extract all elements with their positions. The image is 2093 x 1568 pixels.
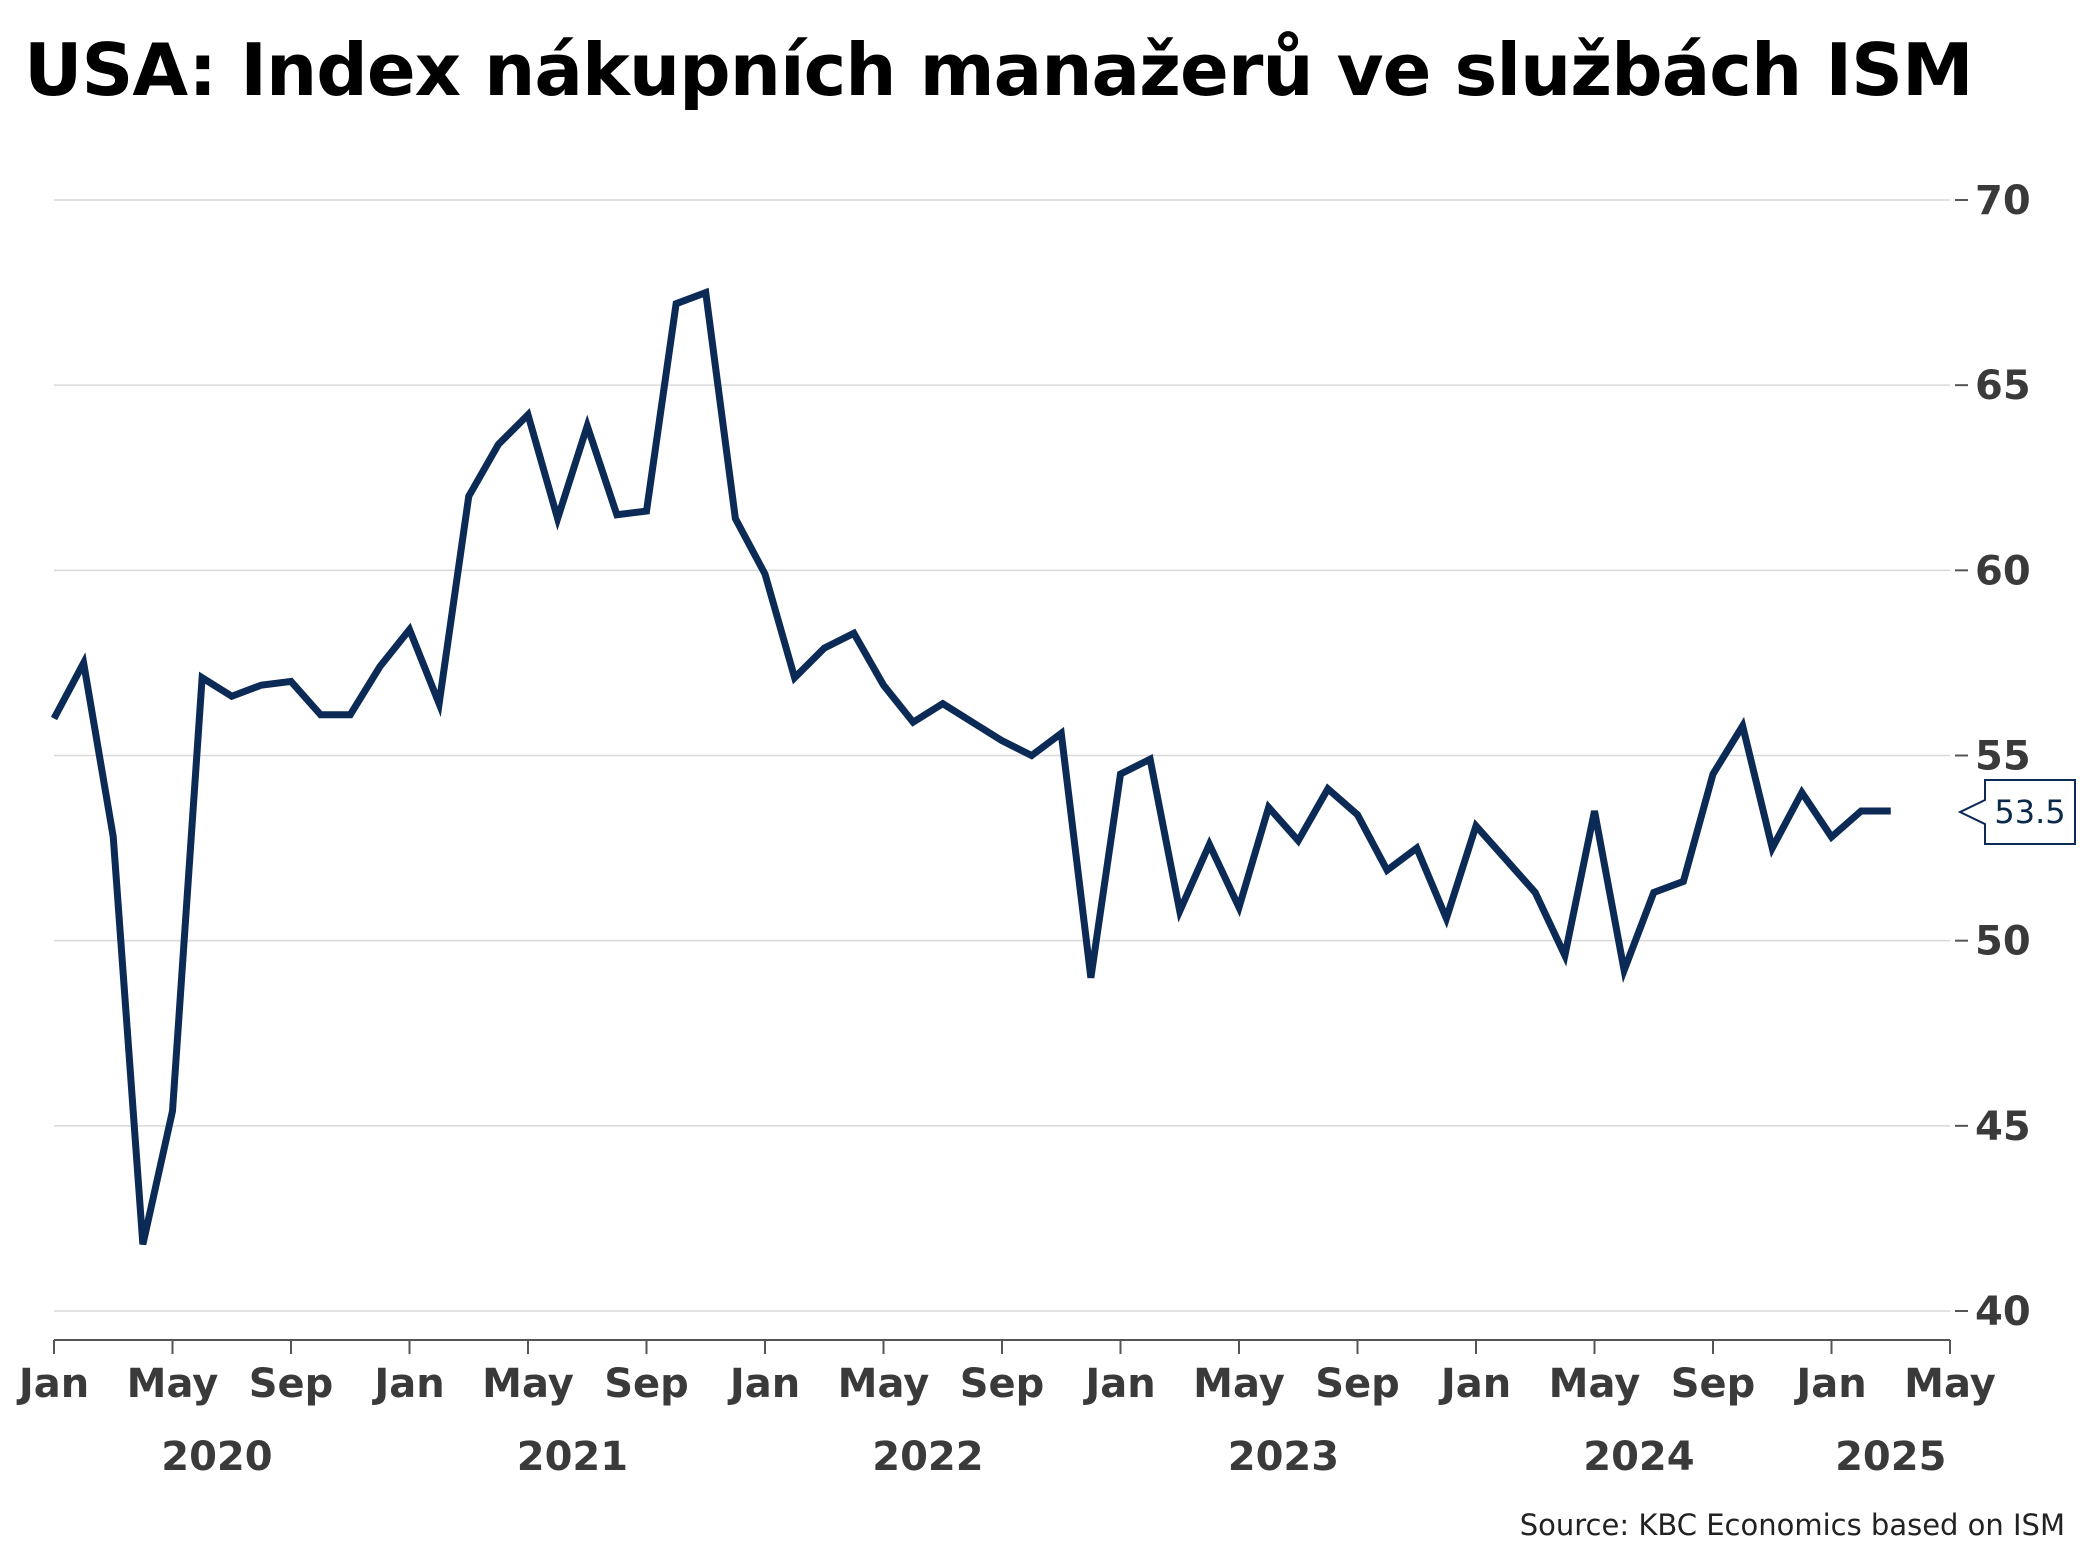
series-line — [50, 287, 1891, 1246]
x-year-label: 2025 — [1835, 1434, 1946, 1480]
x-tick-label: Sep — [960, 1361, 1045, 1407]
y-tick-label: 45 — [1975, 1104, 2031, 1150]
callout-box — [1957, 779, 2076, 846]
x-tick-label: Jan — [371, 1361, 444, 1407]
x-tick-label: May — [838, 1361, 930, 1407]
series-layer — [50, 287, 1891, 1246]
chart-title: USA: Index nákupních manažerů ve službác… — [24, 28, 1974, 112]
x-year-label: 2022 — [872, 1434, 983, 1480]
x-tick-label: May — [1904, 1361, 1996, 1407]
last-value-callout: 53.5 — [1957, 779, 2076, 846]
x-tick-label: May — [1193, 1361, 1285, 1407]
x-tick-label: Jan — [16, 1361, 89, 1407]
x-year-label: 2023 — [1228, 1434, 1339, 1480]
x-year-label: 2024 — [1583, 1434, 1694, 1480]
x-year-label: 2020 — [161, 1434, 272, 1480]
y-tick-label: 55 — [1975, 734, 2031, 780]
callout-value: 53.5 — [1994, 793, 2065, 831]
x-axis: Jan May Sep Jan May Sep Jan May Sep Jan May Sep Jan M… — [16, 1339, 1996, 1480]
x-tick-label: Sep — [604, 1361, 689, 1407]
x-tick-label: Jan — [727, 1361, 800, 1407]
y-tick-label: 40 — [1975, 1289, 2031, 1335]
x-year-label: 2021 — [517, 1434, 628, 1480]
x-tick-label: May — [482, 1361, 574, 1407]
x-tick-label: Jan — [1438, 1361, 1511, 1407]
x-tick-label: Jan — [1082, 1361, 1155, 1407]
gridlines — [54, 199, 1950, 1312]
x-tick-label: May — [127, 1361, 219, 1407]
source-note: Source: KBC Economics based on ISM — [1519, 1508, 2065, 1542]
y-tick-label: 65 — [1975, 363, 2031, 409]
x-tick-label: Sep — [249, 1361, 334, 1407]
x-tick-label: Sep — [1315, 1361, 1400, 1407]
x-tick-label: Jan — [1793, 1361, 1866, 1407]
y-tick-label: 60 — [1975, 548, 2031, 594]
y-axis: 40 45 50 55 60 65 70 — [1955, 178, 2031, 1335]
y-tick-label: 70 — [1975, 178, 2031, 224]
x-tick-label: Sep — [1671, 1361, 1756, 1407]
y-tick-label: 50 — [1975, 919, 2031, 965]
x-tick-label: May — [1549, 1361, 1641, 1407]
